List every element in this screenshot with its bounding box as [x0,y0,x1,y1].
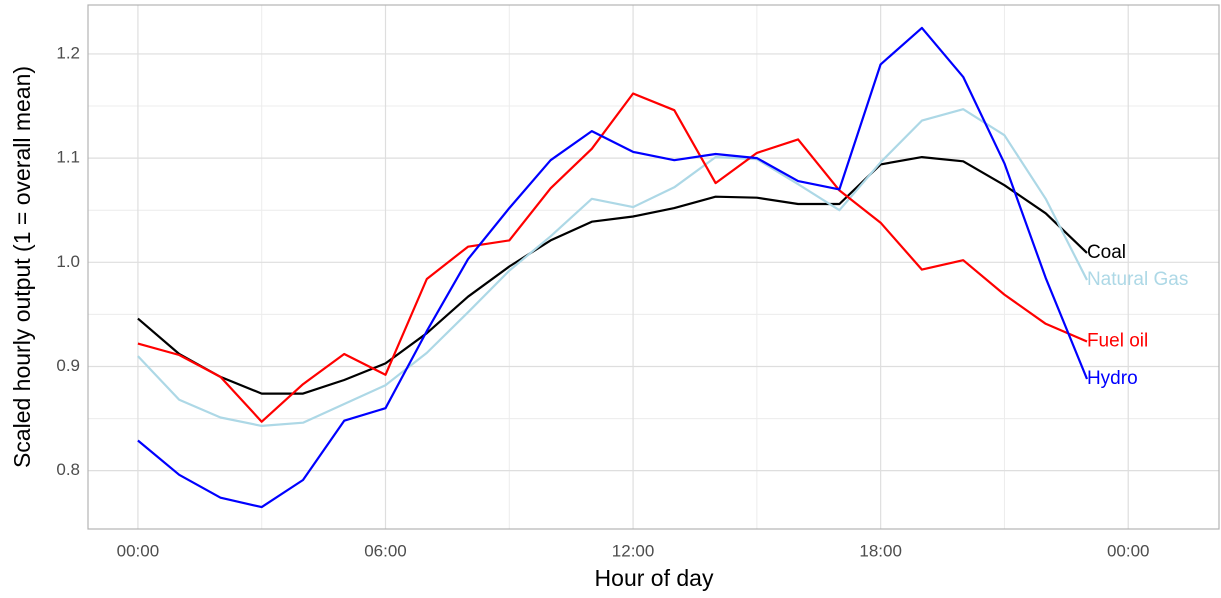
y-tick-label: 0.9 [56,356,80,375]
y-tick-label: 1.1 [56,148,80,167]
y-tick-label: 0.8 [56,460,80,479]
x-tick-label: 12:00 [612,541,655,560]
x-tick-label: 00:00 [1107,541,1150,560]
x-tick-label: 06:00 [364,541,407,560]
series-line [137,26,1089,509]
series-line [137,156,1088,395]
y-tick-label: 1.2 [56,43,80,62]
panel-border [87,4,1220,530]
series-label: Fuel oil [1087,331,1148,352]
x-axis-title: Hour of day [595,565,714,591]
series-label: Natural Gas [1087,269,1188,290]
series-line [137,108,1088,427]
y-axis-title: Scaled hourly output (1 = overall mean) [9,66,35,468]
series-label: Coal [1087,242,1126,263]
y-tick-label: 1.0 [56,252,80,271]
series-line [137,92,1088,423]
series-label: Hydro [1087,368,1138,389]
x-tick-label: 18:00 [859,541,902,560]
x-tick-label: 00:00 [117,541,160,560]
